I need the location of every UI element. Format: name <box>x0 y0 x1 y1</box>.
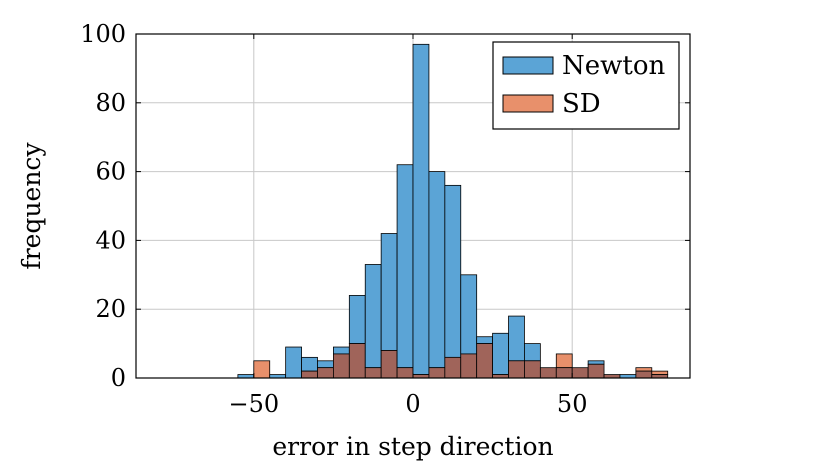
bar-overlap <box>508 360 525 379</box>
bar-newton <box>524 343 541 362</box>
y-tick-label: 40 <box>95 226 126 254</box>
bar-newton <box>476 336 493 345</box>
legend: Newton SD <box>492 41 680 130</box>
bar-newton <box>428 171 446 369</box>
bars-group <box>237 43 669 379</box>
x-axis-label: error in step direction <box>272 432 553 461</box>
bar-newton <box>301 356 318 372</box>
bar-overlap <box>571 367 589 379</box>
bar-newton <box>587 360 605 365</box>
bar-overlap <box>587 363 605 379</box>
bar-newton <box>492 332 509 375</box>
y-axis-label: frequency <box>17 142 46 270</box>
ticks-group: −50 0 50 0 20 40 60 80 100 <box>80 20 690 418</box>
bar-newton <box>285 346 302 379</box>
legend-swatch-sd <box>502 94 554 113</box>
bar-sd <box>651 370 669 375</box>
bar-sd <box>253 360 271 379</box>
bar-newton <box>364 264 382 369</box>
bar-overlap <box>396 367 414 379</box>
bar-overlap <box>348 343 366 379</box>
x-tick-label: 0 <box>405 390 420 418</box>
bar-newton <box>508 315 525 362</box>
bar-overlap <box>333 353 350 379</box>
bar-newton <box>412 43 430 375</box>
y-tick-label: 80 <box>95 89 126 117</box>
bar-sd <box>635 367 653 372</box>
y-tick-label: 0 <box>111 364 126 392</box>
bar-newton <box>460 274 478 355</box>
bar-overlap <box>460 353 478 379</box>
bar-newton <box>317 360 334 369</box>
y-tick-label: 60 <box>95 158 126 186</box>
bar-newton <box>348 295 366 345</box>
bar-overlap <box>555 367 573 379</box>
bar-newton <box>396 164 414 369</box>
bar-overlap <box>301 370 318 379</box>
bar-overlap <box>635 370 653 379</box>
bar-newton <box>333 346 350 355</box>
legend-label-newton: Newton <box>562 51 665 81</box>
y-tick-label: 20 <box>95 295 126 323</box>
bar-overlap <box>317 367 334 379</box>
bar-overlap <box>524 360 541 379</box>
bar-overlap <box>364 367 382 379</box>
y-tick-label: 100 <box>80 20 126 48</box>
legend-swatch-newton <box>502 56 554 75</box>
bar-newton <box>444 184 462 358</box>
bar-overlap <box>380 350 398 379</box>
bar-overlap <box>539 367 557 379</box>
bar-newton <box>380 233 398 351</box>
bar-overlap <box>476 343 493 379</box>
legend-label-sd: SD <box>562 89 601 119</box>
bar-overlap <box>428 367 446 379</box>
bar-overlap <box>444 356 462 379</box>
bar-sd <box>555 353 573 369</box>
x-tick-label: 50 <box>557 390 588 418</box>
x-tick-label: −50 <box>228 390 279 418</box>
